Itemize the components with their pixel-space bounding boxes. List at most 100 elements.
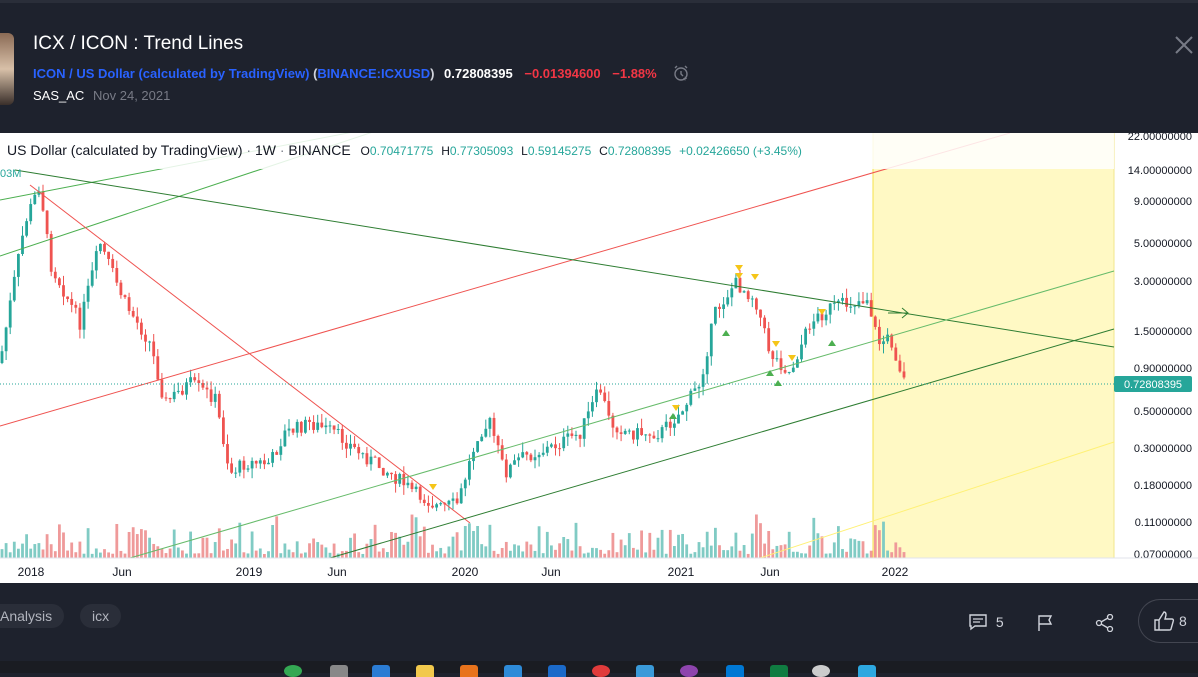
- chrome-icon[interactable]: [284, 665, 302, 677]
- volume-bar: [574, 522, 578, 558]
- sell-signal-marker: [818, 309, 826, 315]
- candle-body: [131, 310, 135, 317]
- candle-body: [865, 300, 869, 304]
- candle-body: [504, 459, 508, 478]
- volume-bar: [689, 553, 693, 558]
- volume-bar: [4, 543, 8, 558]
- volume-bar: [816, 533, 820, 558]
- candle-body: [738, 277, 742, 293]
- author-name[interactable]: SAS_AC: [33, 88, 85, 103]
- alarm-clock-icon[interactable]: +: [672, 64, 690, 85]
- volume-bar: [90, 553, 94, 558]
- volume-bar: [783, 544, 787, 558]
- candle-body: [447, 500, 451, 505]
- candle-body: [148, 341, 151, 343]
- taskbar-app-icon[interactable]: [726, 665, 744, 677]
- taskbar-app-icon[interactable]: [330, 665, 348, 677]
- volume-bar: [345, 550, 348, 558]
- volume-bar: [509, 550, 512, 558]
- trend-line-dark-green-descending: [14, 169, 1115, 348]
- volume-bar: [213, 542, 217, 558]
- candle-body: [271, 452, 274, 463]
- taskbar-app-icon[interactable]: [592, 665, 610, 677]
- candle-body: [25, 221, 28, 236]
- candle-body: [878, 326, 881, 345]
- volume-bar: [123, 553, 127, 558]
- taskbar-app-icon[interactable]: [680, 665, 698, 677]
- taskbar-app-icon[interactable]: [812, 665, 830, 677]
- volume-bar: [693, 552, 697, 558]
- candle-body: [533, 457, 537, 461]
- price-chart[interactable]: US Dollar (calculated by TradingView) · …: [0, 122, 1198, 583]
- taskbar-app-icon[interactable]: [548, 665, 566, 677]
- candle-body: [537, 454, 541, 458]
- volume-bar: [377, 551, 381, 558]
- author-avatar[interactable]: [0, 33, 14, 105]
- volume-bar: [263, 553, 266, 558]
- volume-bar: [730, 546, 734, 558]
- legend-high-label: H: [441, 144, 450, 158]
- candle-body: [357, 447, 361, 454]
- taskbar-app-icon[interactable]: [460, 665, 478, 677]
- volume-bar: [390, 531, 393, 558]
- volume-bar: [521, 551, 525, 558]
- candle-body: [176, 390, 180, 392]
- volume-bar: [882, 521, 885, 558]
- tag-icx[interactable]: icx: [80, 604, 122, 628]
- close-icon[interactable]: [1174, 35, 1194, 60]
- symbol-name-link[interactable]: ICON / US Dollar (calculated by TradingV…: [33, 65, 310, 81]
- like-button[interactable]: 8: [1138, 599, 1198, 643]
- taskbar-app-icon[interactable]: [770, 665, 788, 677]
- taskbar-app-icon[interactable]: [858, 665, 876, 677]
- candle-body: [381, 467, 385, 476]
- candle-body: [291, 428, 295, 433]
- candle-body: [837, 300, 840, 303]
- tag-analysis[interactable]: Analysis: [0, 604, 65, 628]
- volume-bar: [431, 544, 434, 558]
- candle-body: [410, 482, 414, 490]
- volume-bar: [529, 544, 533, 558]
- candle-body: [209, 389, 213, 402]
- candle-body: [353, 443, 356, 448]
- candle-body: [771, 351, 775, 360]
- volume-legend-fragment: 03M: [0, 168, 21, 180]
- candle-body: [99, 243, 102, 252]
- volume-bar: [386, 552, 389, 558]
- volume-bar: [664, 553, 668, 558]
- volume-bar: [451, 536, 455, 558]
- taskbar-app-icon[interactable]: [504, 665, 522, 677]
- exchange-link[interactable]: BINANCE:ICXUSD: [317, 65, 431, 81]
- share-icon[interactable]: [1095, 613, 1115, 635]
- volume-bar: [513, 544, 516, 558]
- candle-body: [152, 341, 156, 357]
- volume-bar: [246, 553, 250, 558]
- volume-bar: [878, 530, 881, 558]
- taskbar-app-icon[interactable]: [372, 665, 390, 677]
- candle-body: [480, 436, 484, 442]
- volume-bar: [230, 539, 233, 558]
- candle-body: [33, 194, 37, 205]
- candle-body: [168, 398, 172, 400]
- folder-icon[interactable]: [416, 665, 434, 677]
- volume-bar: [66, 550, 69, 558]
- candle-body: [894, 347, 898, 361]
- chart-canvas[interactable]: US Dollar (calculated by TradingView) · …: [0, 122, 1198, 583]
- price-tick-label: 1.50000000: [1134, 326, 1192, 338]
- candle-body: [53, 271, 57, 279]
- candle-body: [525, 452, 529, 455]
- volume-bar: [107, 552, 110, 558]
- candle-body: [824, 314, 828, 321]
- volume-bar: [189, 531, 192, 558]
- flag-icon[interactable]: [1036, 614, 1054, 635]
- price-axis[interactable]: [1115, 133, 1198, 558]
- last-price-badge: [1114, 376, 1192, 392]
- volume-bar: [103, 549, 106, 558]
- candle-body: [488, 417, 492, 429]
- candle-body: [857, 301, 861, 306]
- volume-bar: [131, 527, 135, 558]
- volume-bar: [283, 543, 287, 558]
- comments-button[interactable]: 5: [968, 613, 1004, 631]
- taskbar-app-icon[interactable]: [636, 665, 654, 677]
- candle-body: [37, 191, 41, 195]
- volume-bar: [217, 528, 221, 558]
